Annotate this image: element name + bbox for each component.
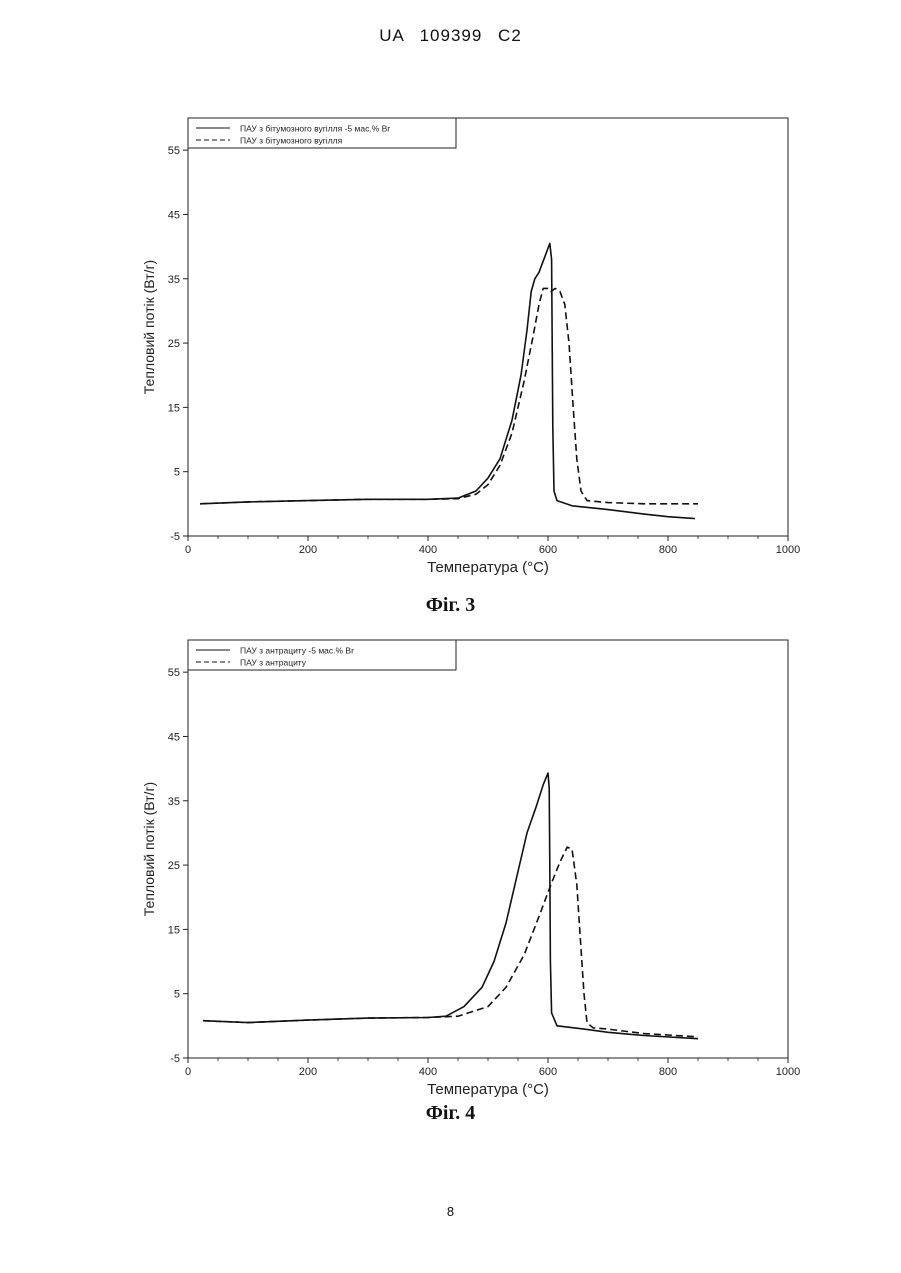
- figure-3-chart: 0 200 400 600 800 1000 -5 5 15 25 35 45 55 Температур…: [140, 108, 820, 578]
- figure-4-chart: 0 200 400 600 800 1000 -5 5 15 25 35 45 55 Температур…: [140, 630, 820, 1100]
- x-tick-label: 200: [299, 1066, 317, 1078]
- series-line-2: [203, 847, 698, 1037]
- y-tick-label: 45: [168, 731, 180, 743]
- legend-entry-1: ПАУ з бітумозного вугілля -5 мас.% Br: [240, 124, 390, 134]
- y-tick-label: 5: [174, 467, 180, 479]
- x-tick-label: 400: [419, 544, 437, 556]
- y-tick-label: -5: [170, 531, 180, 543]
- figure-3-caption: Фіг. 3: [0, 594, 901, 617]
- series-line-2: [200, 288, 698, 503]
- y-tick-label: 35: [168, 274, 180, 286]
- figure-3-svg: 0 200 400 600 800 1000 -5 5 15 25 35 45 55 Температур…: [140, 108, 820, 578]
- x-tick-label: 800: [659, 544, 677, 556]
- x-axis-label: Температура (°C): [427, 1081, 549, 1098]
- y-tick-label: 25: [168, 338, 180, 350]
- x-axis-label: Температура (°C): [427, 559, 549, 576]
- y-axis-label: Тепловий потік (Вт/г): [141, 782, 157, 916]
- x-tick-label: 1000: [776, 1066, 800, 1078]
- y-tick-label: 5: [174, 989, 180, 1001]
- x-tick-label: 600: [539, 1066, 557, 1078]
- figure-4-svg: 0 200 400 600 800 1000 -5 5 15 25 35 45 55 Температур…: [140, 630, 820, 1100]
- y-tick-label: -5: [170, 1053, 180, 1065]
- plot-frame: [188, 640, 788, 1058]
- x-tick-label: 400: [419, 1066, 437, 1078]
- page-number: 8: [0, 1204, 901, 1219]
- patent-header: UA 109399 C2: [0, 26, 901, 46]
- x-tick-label: 600: [539, 544, 557, 556]
- y-tick-label: 45: [168, 209, 180, 221]
- x-tick-label: 1000: [776, 544, 800, 556]
- x-tick-label: 0: [185, 1066, 191, 1078]
- y-tick-label: 15: [168, 402, 180, 414]
- y-tick-label: 15: [168, 924, 180, 936]
- series-line-1: [200, 243, 695, 518]
- y-tick-label: 35: [168, 796, 180, 808]
- series-line-1: [203, 773, 698, 1039]
- x-tick-label: 0: [185, 544, 191, 556]
- legend-entry-1: ПАУ з антрациту -5 мас.% Br: [240, 646, 354, 656]
- y-axis-label: Тепловий потік (Вт/г): [141, 260, 157, 394]
- plot-frame: [188, 118, 788, 536]
- x-tick-label: 800: [659, 1066, 677, 1078]
- legend-entry-2: ПАУ з бітумозного вугілля: [240, 136, 343, 146]
- y-tick-label: 25: [168, 860, 180, 872]
- x-tick-label: 200: [299, 544, 317, 556]
- legend-entry-2: ПАУ з антрациту: [240, 658, 307, 668]
- y-tick-label: 55: [168, 667, 180, 679]
- y-tick-label: 55: [168, 145, 180, 157]
- figure-4-caption: Фіг. 4: [0, 1102, 901, 1125]
